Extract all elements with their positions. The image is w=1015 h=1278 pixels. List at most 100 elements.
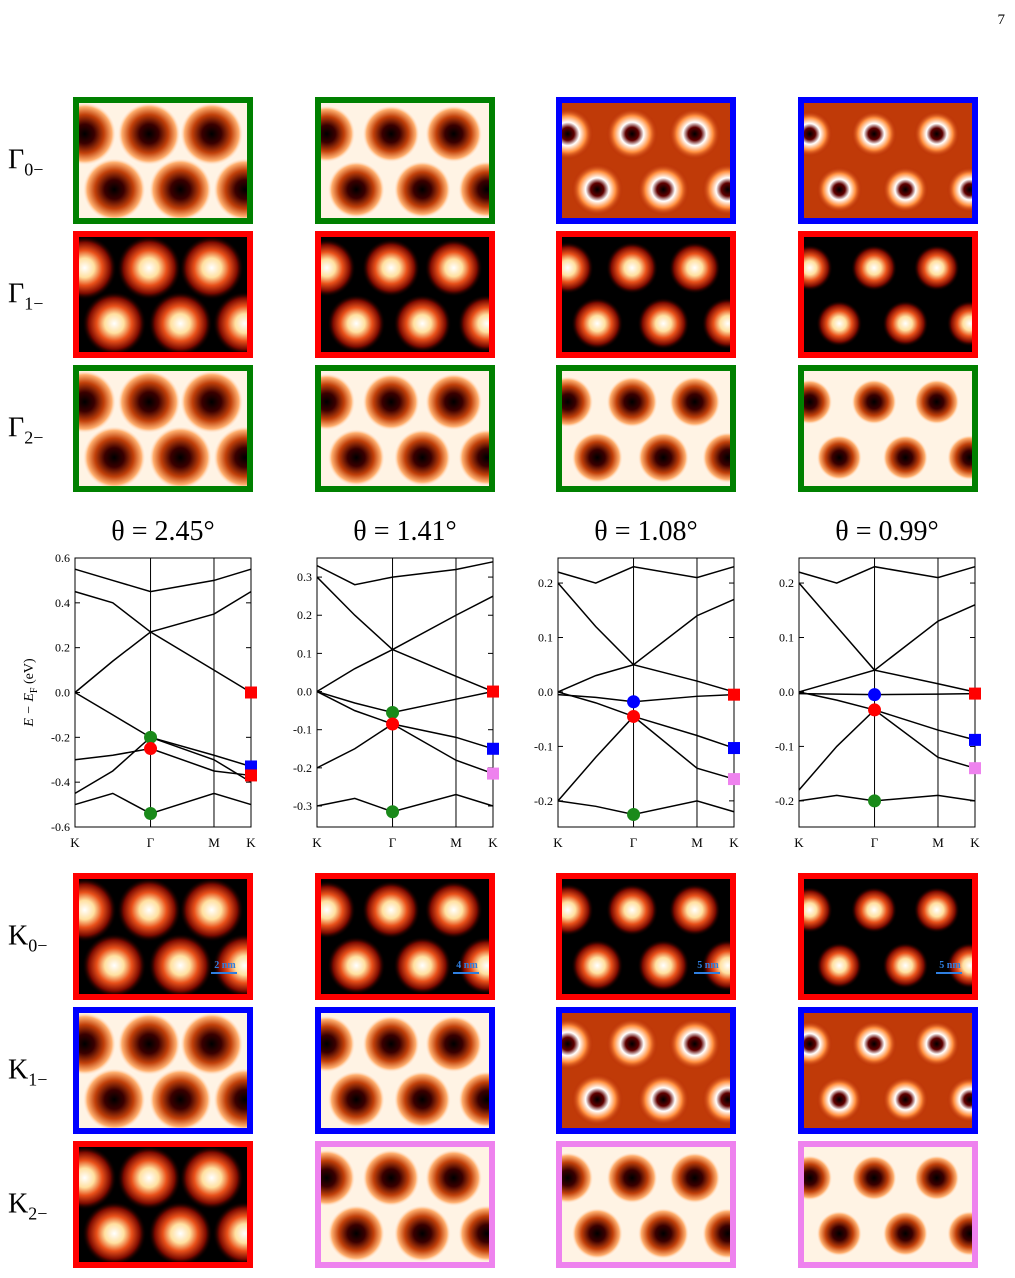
panel-border (315, 231, 495, 358)
map-blob (318, 1148, 356, 1207)
map-blob (816, 300, 863, 347)
map-blob (882, 1210, 929, 1257)
x-tick-label: Γ (871, 835, 879, 850)
panel-border (798, 231, 978, 358)
map-blob (559, 375, 594, 428)
map-blob (76, 101, 117, 166)
plot-frame (316, 557, 494, 828)
map-blob (457, 428, 492, 487)
row-label: K0− (8, 921, 47, 956)
map-blob (179, 877, 244, 942)
x-tick-label: M (208, 835, 220, 850)
row-label: Γ0− (8, 145, 43, 180)
panel-border (73, 1007, 253, 1134)
map-blob (851, 378, 898, 425)
map-blob (606, 107, 659, 160)
map-image (559, 1010, 733, 1131)
map-blob (179, 101, 244, 166)
state-marker (487, 742, 499, 755)
y-tick-label: 0.0 (55, 686, 70, 700)
scale-bar-label: 2 nm (214, 960, 236, 971)
map-image (76, 100, 250, 221)
band-line (798, 692, 976, 696)
chart-title: θ = 0.99° (835, 516, 938, 547)
x-tick-label: K (488, 835, 498, 850)
map-blob (668, 1017, 721, 1070)
map-blob (393, 936, 452, 995)
map-blob (457, 936, 492, 995)
row-label-sub: 2− (24, 428, 43, 448)
map-blob (571, 939, 624, 992)
panel-border (556, 1141, 736, 1268)
map-blob (816, 942, 863, 989)
map-image (801, 876, 975, 997)
map-blob (701, 1207, 733, 1260)
map-blob (571, 431, 624, 484)
map-blob (571, 1207, 624, 1260)
x-tick-label: M (932, 835, 944, 850)
y-tick-label: 0.1 (297, 646, 312, 660)
x-tick-label: K (794, 835, 804, 850)
map-blob (913, 110, 960, 157)
map-blob (148, 1067, 213, 1131)
band-line (316, 576, 494, 651)
y-tick-label: -0.2 (293, 761, 312, 775)
map-blob (816, 1210, 863, 1257)
state-marker (868, 688, 882, 702)
map-blob (559, 241, 594, 294)
panel-border (315, 873, 495, 1000)
row-label: K1− (8, 1055, 47, 1090)
map-blob (327, 294, 386, 353)
y-tick-label: 0.2 (55, 641, 70, 655)
x-tick-label: K (312, 835, 322, 850)
map-blob (117, 1011, 182, 1076)
state-marker (627, 807, 641, 821)
state-marker (868, 703, 882, 717)
map-blob (668, 107, 721, 160)
band-line (557, 800, 735, 816)
map-blob (148, 1201, 213, 1265)
state-marker (728, 688, 740, 701)
map-blob (946, 1210, 975, 1257)
map-blob (362, 372, 421, 431)
state-marker (245, 769, 257, 782)
map-blob (393, 294, 452, 353)
map-blob (851, 1154, 898, 1201)
map-blob (801, 886, 833, 933)
y-axis-label: E − EF (eV) (22, 658, 40, 728)
plot-frame (74, 557, 252, 828)
map-blob (424, 238, 483, 297)
band-line (798, 669, 976, 693)
map-blob (701, 1073, 733, 1126)
band-line (798, 582, 976, 672)
band-line (557, 565, 735, 584)
map-blob (668, 1151, 721, 1204)
y-tick-label: -0.1 (775, 739, 794, 753)
map-blob (571, 163, 624, 216)
state-marker (386, 706, 400, 720)
map-blob (76, 369, 117, 434)
x-tick-label: K (70, 835, 80, 850)
map-image (801, 100, 975, 221)
map-image (318, 1010, 492, 1131)
map-blob (179, 235, 244, 300)
map-blob (637, 431, 690, 484)
y-tick-label: -0.2 (534, 794, 553, 808)
chart-title: θ = 1.08° (594, 516, 697, 547)
map-image (801, 1010, 975, 1131)
panel-border (73, 97, 253, 224)
map-blob (882, 434, 929, 481)
map-image (76, 1144, 250, 1265)
map-image (559, 100, 733, 221)
map-blob (117, 1145, 182, 1210)
band-line (316, 723, 494, 775)
map-blob (637, 939, 690, 992)
state-marker (144, 730, 158, 744)
map-blob (76, 235, 117, 300)
map-blob (946, 1076, 975, 1123)
map-blob (801, 378, 833, 425)
map-blob (457, 160, 492, 219)
map-blob (318, 1014, 356, 1073)
map-blob (212, 291, 250, 355)
x-tick-label: K (729, 835, 739, 850)
